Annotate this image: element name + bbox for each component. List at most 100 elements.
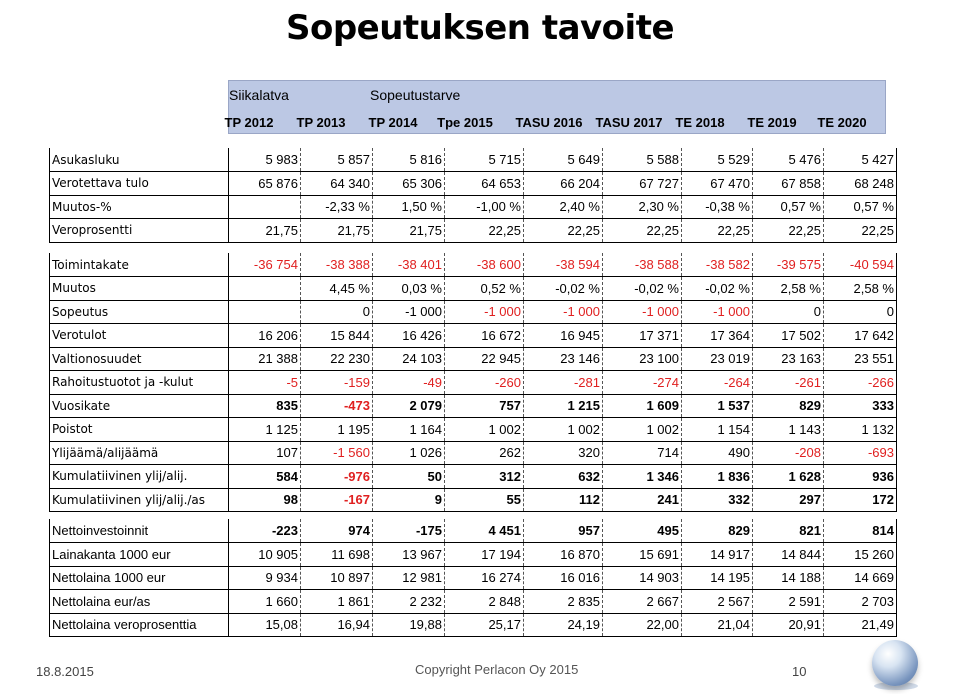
table-cell: 17 642 [823,323,897,348]
table-cell: 22 230 [300,347,373,371]
table-cell: 112 [523,488,603,512]
table-cell: 2,58 % [752,276,824,301]
table-cell: 15 844 [300,323,373,348]
table-row: Rahoitustuotot ja -kulut -5 -159 -49 -260 -28… [49,370,897,395]
column-header: TP 2014 [368,115,418,130]
table-cell: 1 132 [823,417,897,442]
table-cell: -0,02 % [681,276,753,301]
column-header: TASU 2016 [515,115,583,130]
table-cell: 22,25 [444,218,524,243]
table-cell: -36 754 [228,253,301,277]
table-row: Vuosikate 835 -473 2 079 757 1 215 1 609 1 537 8… [49,394,897,418]
table-cell: 64 653 [444,171,524,196]
table-cell: -1 000 [681,300,753,324]
row-label: Kumulatiivinen ylij/alij. [49,464,229,489]
table-cell: 312 [444,464,524,489]
column-header: TASU 2017 [595,115,663,130]
table-cell: 2,58 % [823,276,897,301]
table-row: Valtionosuudet 21 388 22 230 24 103 22 945 23… [49,347,897,371]
table-cell: 65 306 [372,171,445,196]
column-header: TE 2018 [675,115,725,130]
table-cell: -266 [823,370,897,395]
table-cell: 17 502 [752,323,824,348]
table-cell: 5 857 [300,148,373,172]
table-cell: -208 [752,441,824,465]
table-cell: -38 388 [300,253,373,277]
table-cell: 11 698 [300,542,373,567]
table-cell: 17 364 [681,323,753,348]
table-cell: 1 609 [602,394,682,418]
table-cell: 14 903 [602,566,682,590]
row-label: Verotulot [49,323,229,348]
table-cell: 16,94 [300,613,373,637]
table-cell: 9 934 [228,566,301,590]
table-cell: 4,45 % [300,276,373,301]
table-cell: 5 427 [823,148,897,172]
table-cell: 320 [523,441,603,465]
table-row: Nettolaina 1000 eur 9 934 10 897 12 981 16 2… [49,566,897,590]
table-cell: 64 340 [300,171,373,196]
table-cell: 1 164 [372,417,445,442]
table-cell: 24,19 [523,613,603,637]
table-cell: 1 154 [681,417,753,442]
row-label: Muutos-% [49,195,229,219]
table-cell: -40 594 [823,253,897,277]
table-row: Verotettava tulo 65 876 64 340 65 306 64 653… [49,171,897,196]
table-row: Kumulatiivinen ylij/alij. 584 -976 50 312 632… [49,464,897,489]
table-cell: 68 248 [823,171,897,196]
row-label: Kumulatiivinen ylij/alij./as [49,488,229,512]
table-cell: -264 [681,370,753,395]
table-row: Nettoinvestoinnit -223 974 -175 4 451 957 495 8… [49,519,897,543]
table-cell: -473 [300,394,373,418]
table-cell: -1 000 [602,300,682,324]
row-label: Nettolaina 1000 eur [49,566,229,590]
table-cell: 15 691 [602,542,682,567]
table-cell: -1 560 [300,441,373,465]
table-cell: 23 100 [602,347,682,371]
table-cell: 1 628 [752,464,824,489]
table-cell: 0,03 % [372,276,445,301]
table-cell: 14 195 [681,566,753,590]
table-cell: 23 163 [752,347,824,371]
table-cell: -260 [444,370,524,395]
table-cell: 332 [681,488,753,512]
investment-loan-table: Nettoinvestoinnit -223 974 -175 4 451 957 495 8… [49,519,897,637]
table-cell: 21,49 [823,613,897,637]
row-label: Sopeutus [49,300,229,324]
table-cell: 2 232 [372,589,445,614]
table-cell: 21,75 [372,218,445,243]
table-cell: 5 529 [681,148,753,172]
table-row: Kumulatiivinen ylij/alij./as 98 -167 9 55 112… [49,488,897,512]
pearl-logo-icon [872,640,918,686]
table-cell: -39 575 [752,253,824,277]
table-cell: 14 844 [752,542,824,567]
table-cell: 14 917 [681,542,753,567]
table-cell: 19,88 [372,613,445,637]
table-cell: 15,08 [228,613,301,637]
table-cell: 50 [372,464,445,489]
table-cell: 172 [823,488,897,512]
table-cell: 0 [752,300,824,324]
table-cell: 12 981 [372,566,445,590]
table-cell: 2,40 % [523,195,603,219]
table-cell: 333 [823,394,897,418]
table-cell: 1 537 [681,394,753,418]
table-row: Veroprosentti 21,75 21,75 21,75 22,25 22,25 22… [49,218,897,243]
table-row: Ylijäämä/alijäämä 107 -1 560 1 026 262 320 714… [49,441,897,465]
row-label: Poistot [49,417,229,442]
table-cell: 5 715 [444,148,524,172]
row-label: Ylijäämä/alijäämä [49,441,229,465]
table-cell: 17 371 [602,323,682,348]
table-row: Nettolaina veroprosenttia 15,08 16,94 19,88… [49,613,897,637]
table-cell [228,300,301,324]
table-cell: 2 567 [681,589,753,614]
table-cell: 1 215 [523,394,603,418]
table-cell: 65 876 [228,171,301,196]
table-cell: 16 016 [523,566,603,590]
table-cell: 21,75 [228,218,301,243]
table-cell: 1 143 [752,417,824,442]
table-cell: 24 103 [372,347,445,371]
table-cell: -693 [823,441,897,465]
table-cell: -1 000 [523,300,603,324]
column-header: TE 2019 [747,115,797,130]
